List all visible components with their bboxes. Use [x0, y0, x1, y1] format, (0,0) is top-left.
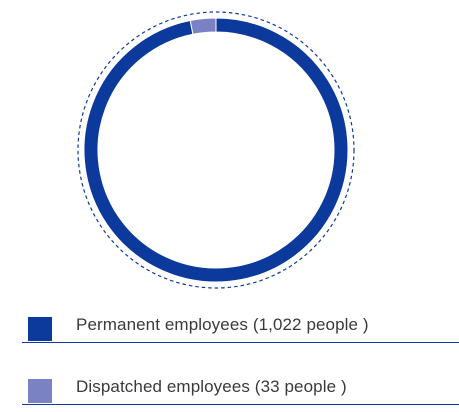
- donut-slice-permanent: [83, 17, 349, 283]
- donut-slices: [83, 17, 349, 283]
- legend-divider: [22, 404, 459, 405]
- donut-slice-dispatched: [189, 17, 217, 35]
- legend-entry-dispatched: Dispatched employees (33 people ): [22, 366, 459, 412]
- legend-label-dispatched: Dispatched employees (33 people ): [76, 377, 347, 396]
- donut-chart: [77, 11, 355, 289]
- legend-entry-permanent: Permanent employees (1,022 people ): [22, 304, 459, 350]
- legend-label-permanent: Permanent employees (1,022 people ): [76, 315, 369, 334]
- legend-swatch-permanent: [28, 317, 52, 341]
- legend-swatch-dispatched: [28, 379, 52, 403]
- legend-divider: [22, 342, 459, 343]
- outer-dashed-ring: [77, 11, 355, 289]
